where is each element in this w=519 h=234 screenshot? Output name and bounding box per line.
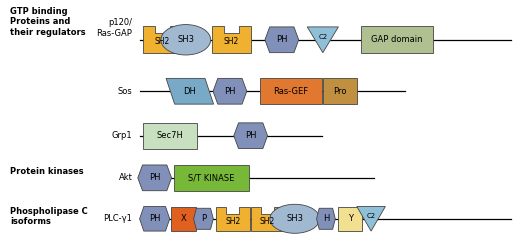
Polygon shape bbox=[213, 78, 247, 104]
Text: Pro: Pro bbox=[333, 87, 347, 96]
Text: DH: DH bbox=[183, 87, 196, 96]
Text: PH: PH bbox=[276, 35, 288, 44]
Text: Phospholipase C
isoforms: Phospholipase C isoforms bbox=[10, 207, 88, 227]
Text: SH3: SH3 bbox=[286, 214, 303, 223]
Polygon shape bbox=[307, 27, 338, 53]
Polygon shape bbox=[265, 27, 299, 53]
FancyBboxPatch shape bbox=[260, 78, 322, 104]
Polygon shape bbox=[143, 26, 182, 53]
Text: H: H bbox=[323, 214, 329, 223]
Text: GTP binding
Proteins and
their regulators: GTP binding Proteins and their regulator… bbox=[10, 7, 86, 37]
Text: PLC-γ1: PLC-γ1 bbox=[103, 214, 132, 223]
Ellipse shape bbox=[161, 25, 211, 55]
FancyBboxPatch shape bbox=[338, 207, 362, 231]
Text: p120/
Ras-GAP: p120/ Ras-GAP bbox=[97, 18, 132, 38]
Text: Protein kinases: Protein kinases bbox=[10, 167, 84, 176]
Polygon shape bbox=[317, 208, 335, 229]
FancyBboxPatch shape bbox=[171, 207, 196, 231]
Polygon shape bbox=[140, 206, 170, 231]
FancyBboxPatch shape bbox=[323, 78, 357, 104]
Polygon shape bbox=[194, 208, 213, 229]
Polygon shape bbox=[166, 78, 214, 104]
Text: P: P bbox=[201, 214, 206, 223]
Text: PH: PH bbox=[149, 214, 160, 223]
Polygon shape bbox=[251, 207, 284, 231]
Text: C2: C2 bbox=[318, 33, 327, 40]
Polygon shape bbox=[357, 206, 385, 231]
Polygon shape bbox=[216, 207, 250, 231]
Text: Akt: Akt bbox=[118, 173, 132, 182]
Text: GAP domain: GAP domain bbox=[371, 35, 423, 44]
Text: PH: PH bbox=[149, 173, 160, 182]
Text: Sos: Sos bbox=[118, 87, 132, 96]
Polygon shape bbox=[138, 165, 171, 191]
Text: SH2: SH2 bbox=[260, 217, 275, 226]
Polygon shape bbox=[234, 123, 268, 149]
Polygon shape bbox=[212, 26, 251, 53]
Text: Ras-GEF: Ras-GEF bbox=[273, 87, 308, 96]
Text: X: X bbox=[181, 214, 187, 223]
Text: SH2: SH2 bbox=[224, 37, 239, 46]
Text: Grp1: Grp1 bbox=[112, 131, 132, 140]
Text: SH2: SH2 bbox=[155, 37, 170, 46]
Text: C2: C2 bbox=[366, 213, 376, 219]
Text: PH: PH bbox=[245, 131, 256, 140]
Text: SH3: SH3 bbox=[177, 35, 194, 44]
Text: SH2: SH2 bbox=[225, 217, 240, 226]
Text: Sec7H: Sec7H bbox=[157, 131, 183, 140]
Text: Y: Y bbox=[348, 214, 352, 223]
FancyBboxPatch shape bbox=[143, 123, 197, 149]
FancyBboxPatch shape bbox=[361, 26, 433, 53]
Text: S/T KINASE: S/T KINASE bbox=[188, 173, 235, 182]
FancyBboxPatch shape bbox=[174, 165, 249, 191]
Text: PH: PH bbox=[224, 87, 236, 96]
Ellipse shape bbox=[270, 204, 320, 233]
